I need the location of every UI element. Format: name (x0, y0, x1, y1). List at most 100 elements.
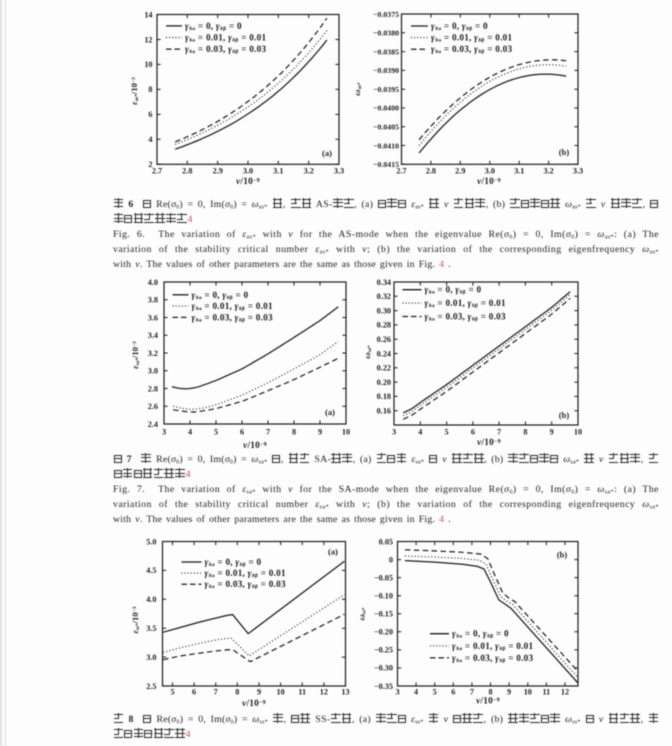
svg-text:6: 6 (451, 688, 455, 697)
svg-text:8: 8 (292, 428, 296, 437)
svg-text:0: 0 (389, 555, 393, 564)
svg-text:(b): (b) (559, 410, 570, 420)
svg-text:6: 6 (240, 428, 244, 437)
svg-text:−0.0415: −0.0415 (373, 160, 399, 169)
svg-text:−0.20: −0.20 (374, 628, 393, 637)
svg-text:2: 2 (148, 160, 152, 169)
svg-text:γδa = 0, γδβ = 0: γδa = 0, γδβ = 0 (452, 629, 509, 640)
svg-text:8: 8 (235, 688, 239, 697)
svg-text:3.5: 3.5 (146, 624, 156, 633)
svg-text:5.0: 5.0 (146, 537, 156, 546)
svg-text:0.24: 0.24 (377, 349, 391, 358)
svg-text:0.05: 0.05 (379, 537, 393, 546)
svg-text:4: 4 (188, 428, 192, 437)
svg-text:7: 7 (266, 428, 270, 437)
svg-text:2.8: 2.8 (426, 167, 436, 176)
svg-text:γδa = 0.03, γδβ = 0.03: γδa = 0.03, γδβ = 0.03 (185, 44, 266, 55)
svg-text:12: 12 (561, 688, 569, 697)
svg-text:v/10−9: v/10−9 (243, 441, 267, 451)
svg-text:11: 11 (543, 688, 551, 697)
svg-text:−0.0395: −0.0395 (373, 85, 399, 94)
svg-text:εas*/10−3: εas*/10−3 (129, 77, 140, 105)
svg-text:−0.0405: −0.0405 (373, 123, 399, 132)
svg-text:4.5: 4.5 (146, 566, 156, 575)
svg-text:3.2: 3.2 (304, 167, 314, 176)
svg-text:−0.25: −0.25 (374, 646, 393, 655)
svg-text:4.0: 4.0 (146, 595, 156, 604)
svg-text:4: 4 (414, 688, 418, 697)
svg-text:0.30: 0.30 (377, 306, 391, 315)
svg-text:2.4: 2.4 (148, 420, 158, 429)
svg-text:12: 12 (320, 688, 328, 697)
svg-text:5: 5 (214, 428, 218, 437)
svg-text:10: 10 (144, 60, 152, 69)
svg-text:3: 3 (162, 428, 166, 437)
svg-text:γδa = 0.01, γδβ = 0.01: γδa = 0.01, γδβ = 0.01 (205, 568, 286, 579)
svg-text:γδa = 0.01, γδβ = 0.01: γδa = 0.01, γδβ = 0.01 (425, 298, 506, 309)
svg-text:3.3: 3.3 (573, 167, 583, 176)
svg-text:ωss*: ωss* (357, 607, 368, 620)
svg-text:3.3: 3.3 (334, 167, 344, 176)
svg-text:(a): (a) (328, 547, 338, 557)
svg-text:5: 5 (170, 688, 174, 697)
svg-text:3: 3 (392, 428, 396, 437)
svg-text:11: 11 (298, 688, 306, 697)
svg-text:2.9: 2.9 (213, 167, 223, 176)
svg-text:−0.0375: −0.0375 (373, 10, 399, 19)
svg-text:2.9: 2.9 (455, 167, 465, 176)
svg-text:14: 14 (144, 10, 152, 19)
svg-text:5: 5 (445, 428, 449, 437)
svg-text:γδa = 0.01, γδβ = 0.01: γδa = 0.01, γδβ = 0.01 (431, 33, 512, 44)
svg-text:10: 10 (574, 428, 582, 437)
svg-text:6: 6 (192, 688, 196, 697)
svg-text:(a): (a) (322, 148, 332, 158)
svg-text:2.6: 2.6 (148, 402, 158, 411)
svg-text:v/10−9: v/10−9 (477, 438, 501, 448)
svg-text:γδa = 0.01, γδβ = 0.01: γδa = 0.01, γδβ = 0.01 (185, 33, 266, 44)
svg-text:ωas*: ωas* (352, 82, 363, 96)
svg-text:3.4: 3.4 (148, 331, 158, 340)
svg-text:4: 4 (148, 135, 152, 144)
svg-text:v/10−9: v/10−9 (477, 177, 501, 187)
svg-text:0.28: 0.28 (377, 321, 391, 330)
svg-text:13: 13 (341, 688, 349, 697)
svg-text:4: 4 (418, 428, 422, 437)
svg-text:8: 8 (488, 688, 492, 697)
svg-text:−0.0390: −0.0390 (373, 66, 399, 75)
svg-text:−0.0380: −0.0380 (373, 29, 399, 38)
svg-text:3.8: 3.8 (148, 296, 158, 305)
svg-text:εsa*/10−3: εsa*/10−3 (130, 341, 141, 369)
svg-text:3.0: 3.0 (146, 653, 156, 662)
svg-text:9: 9 (550, 428, 554, 437)
svg-text:γδa = 0.03, γδβ = 0.03: γδa = 0.03, γδβ = 0.03 (452, 653, 533, 664)
svg-text:3.0: 3.0 (243, 167, 253, 176)
svg-text:γδa = 0, γδβ = 0: γδa = 0, γδβ = 0 (425, 285, 482, 296)
svg-text:3.2: 3.2 (543, 167, 553, 176)
svg-text:γδa = 0, γδβ = 0: γδa = 0, γδβ = 0 (205, 557, 262, 568)
svg-text:0.18: 0.18 (377, 392, 391, 401)
svg-text:8: 8 (148, 85, 152, 94)
svg-text:(a): (a) (325, 407, 335, 417)
svg-text:−0.05: −0.05 (374, 573, 393, 582)
svg-text:9: 9 (257, 688, 261, 697)
svg-text:v/10−9: v/10−9 (476, 697, 500, 707)
svg-text:−0.0410: −0.0410 (373, 141, 399, 150)
svg-text:0.26: 0.26 (377, 335, 391, 344)
svg-text:2.8: 2.8 (148, 384, 158, 393)
svg-text:3.6: 3.6 (148, 313, 158, 322)
svg-text:3.1: 3.1 (514, 167, 524, 176)
svg-text:−0.10: −0.10 (374, 592, 393, 601)
svg-text:(b): (b) (559, 147, 570, 157)
svg-text:3.1: 3.1 (273, 167, 283, 176)
svg-text:γδa = 0.01, γδβ = 0.01: γδa = 0.01, γδβ = 0.01 (192, 301, 273, 312)
svg-text:γδa = 0.03, γδβ = 0.03: γδa = 0.03, γδβ = 0.03 (205, 579, 286, 590)
svg-text:2.5: 2.5 (146, 682, 156, 691)
svg-text:7: 7 (470, 688, 474, 697)
svg-text:12: 12 (144, 35, 152, 44)
svg-text:γδa = 0.03, γδβ = 0.03: γδa = 0.03, γδβ = 0.03 (192, 312, 273, 323)
svg-text:2.8: 2.8 (182, 167, 192, 176)
svg-text:7: 7 (214, 688, 218, 697)
svg-text:2.7: 2.7 (396, 167, 406, 176)
svg-text:9: 9 (318, 428, 322, 437)
svg-text:9: 9 (507, 688, 511, 697)
